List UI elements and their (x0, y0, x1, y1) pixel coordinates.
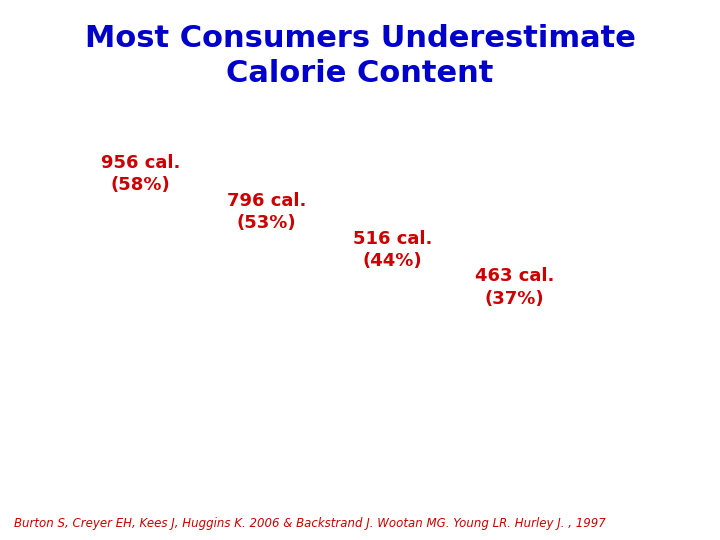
Text: Burton S, Creyer EH, Kees J, Huggins K. 2006 & Backstrand J. Wootan MG. Young LR: Burton S, Creyer EH, Kees J, Huggins K. … (14, 517, 606, 530)
Text: 956 cal.
(58%): 956 cal. (58%) (101, 154, 180, 194)
Text: 463 cal.
(37%): 463 cal. (37%) (475, 267, 554, 307)
Text: 516 cal.
(44%): 516 cal. (44%) (353, 230, 432, 269)
Text: Most Consumers Underestimate
Calorie Content: Most Consumers Underestimate Calorie Con… (84, 24, 636, 88)
Text: 796 cal.
(53%): 796 cal. (53%) (227, 192, 306, 232)
